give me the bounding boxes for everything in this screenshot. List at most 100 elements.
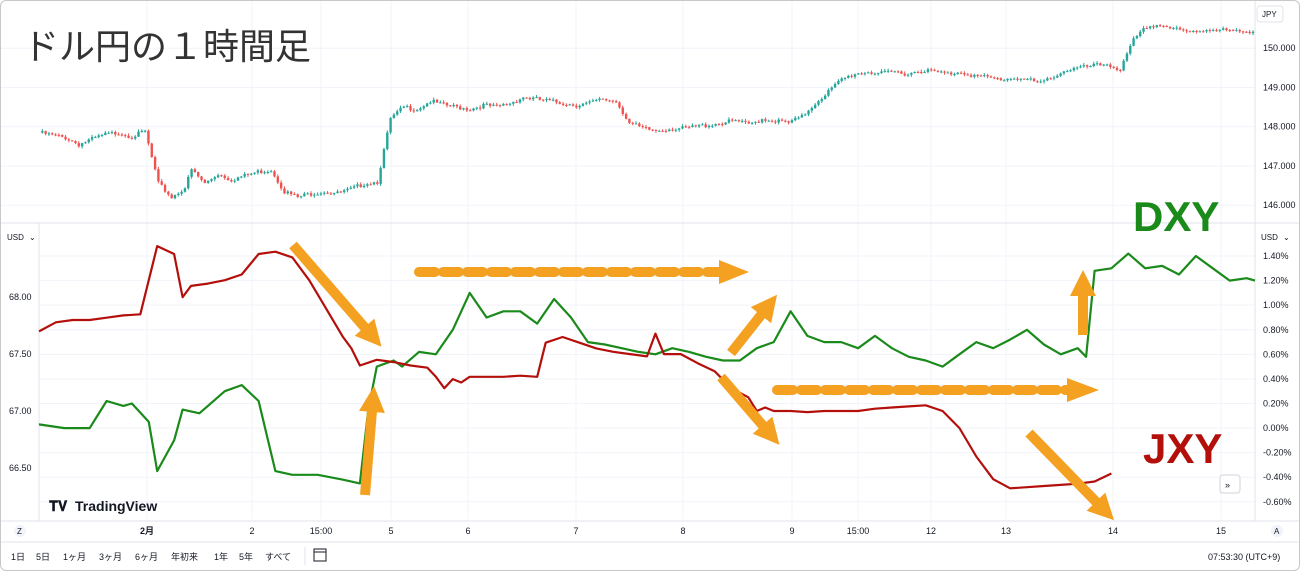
dxy-line (38, 252, 1256, 485)
candle-body (638, 123, 641, 127)
candle-body (382, 149, 386, 168)
candle-body (120, 134, 124, 136)
candle-body (575, 105, 578, 108)
candle-body (1112, 66, 1115, 68)
candle-body (780, 119, 784, 121)
range-button-0[interactable]: 1日 (11, 552, 25, 562)
dashed-arrow-2-head (1067, 378, 1099, 402)
candle-body (956, 72, 959, 75)
candle-body (47, 133, 51, 135)
range-button-6[interactable]: 1年 (214, 551, 228, 562)
candle-body (452, 104, 455, 107)
right-percent-label: 0.80% (1263, 325, 1289, 335)
candle-body (1032, 78, 1036, 82)
candle-body (1072, 67, 1076, 71)
candle-body (1016, 78, 1019, 80)
candle-body (260, 170, 263, 174)
candle-body (1095, 63, 1099, 65)
candle-body (104, 132, 107, 135)
candle-body (197, 172, 200, 177)
candle-body (933, 69, 936, 71)
candle-body (309, 193, 313, 196)
dxy-label: DXY (1133, 193, 1219, 240)
candle-body (541, 99, 545, 101)
right-currency-label[interactable]: USD (1261, 233, 1278, 242)
candle-body (87, 139, 90, 143)
candle-body (1085, 65, 1089, 67)
range-button-8[interactable]: すべて (265, 552, 291, 562)
timezone-button[interactable] (14, 525, 26, 537)
range-button-5[interactable]: 年初来 (171, 551, 198, 562)
candle-body (250, 173, 253, 175)
price-axis-left[interactable]: 68.00 67.50 67.00 66.50 (9, 292, 32, 473)
candle-body (512, 102, 515, 104)
candle-body (694, 125, 697, 127)
candle-body (823, 95, 827, 100)
candle-body (216, 175, 220, 178)
candle-body (797, 117, 800, 119)
candle-body (485, 103, 488, 105)
time-label: 13 (1001, 526, 1011, 536)
candle-body (187, 176, 190, 189)
tradingview-logo-icon: 𝐓𝐕 (49, 498, 68, 514)
time-axis[interactable]: 2月 2 15:00 5 6 7 8 9 15:00 12 13 14 15 (140, 526, 1226, 536)
left-currency-chevron-icon[interactable]: ⌄ (29, 233, 36, 242)
price-axis-right[interactable]: 1.40% 1.20% 1.00% 0.80% 0.60% 0.40% 0.20% 0.00%… (1263, 251, 1292, 507)
candle-body (1049, 78, 1052, 80)
candle-body (1152, 26, 1155, 28)
candle-body (999, 78, 1003, 81)
candle-body (435, 99, 439, 103)
candle-body (286, 191, 289, 194)
candle-body (880, 71, 883, 74)
candle-body (51, 133, 54, 135)
right-percent-label: -0.40% (1263, 472, 1292, 482)
range-button-1[interactable]: 5日 (36, 552, 50, 562)
candle-body (472, 108, 475, 111)
candle-body (714, 124, 717, 126)
candle-body (591, 100, 595, 102)
range-button-7[interactable]: 5年 (239, 551, 253, 562)
right-percent-label: 0.00% (1263, 423, 1289, 433)
price-axis-top[interactable]: 150.000 149.000 148.000 147.000 146.000 (1263, 43, 1296, 210)
candle-body (671, 129, 674, 131)
candle-body (488, 103, 492, 106)
candle-body (439, 102, 442, 104)
candle-body (432, 99, 435, 103)
left-price-label: 67.50 (9, 349, 32, 359)
range-button-4[interactable]: 6ヶ月 (135, 552, 158, 562)
date-range-button[interactable] (313, 548, 327, 562)
candle-body (979, 75, 983, 77)
candle-body (863, 73, 867, 75)
arrow-jxy-down-3 (1025, 429, 1115, 521)
jpy-currency-button[interactable] (1256, 5, 1284, 23)
candle-body (1092, 63, 1095, 67)
clock-display[interactable]: 07:53:30 (UTC+9) (1208, 552, 1280, 562)
candle-body (61, 135, 64, 137)
candle-body (1139, 31, 1142, 37)
candle-body (299, 196, 303, 198)
dashed-arrow-1-head (719, 260, 749, 284)
range-button-3[interactable]: 3ヶ月 (99, 552, 122, 562)
candle-body (624, 113, 628, 119)
tradingview-watermark[interactable]: 𝐓𝐕 TradingView (49, 498, 157, 514)
auto-scale-button[interactable] (1271, 525, 1283, 537)
candle-body (953, 74, 956, 76)
top-price-label: 147.000 (1263, 161, 1296, 171)
candle-body (920, 72, 923, 74)
candle-body (1052, 77, 1056, 79)
candle-body (707, 125, 711, 128)
time-label: 9 (789, 526, 794, 536)
candle-body (827, 89, 830, 96)
right-percent-label: 0.40% (1263, 374, 1289, 384)
candle-body (1228, 30, 1231, 32)
range-button-2[interactable]: 1ヶ月 (63, 552, 86, 562)
candle-body (1211, 30, 1215, 32)
right-currency-chevron-icon[interactable]: ⌄ (1283, 233, 1290, 242)
candle-body (110, 132, 114, 134)
scroll-to-realtime-button[interactable] (1219, 474, 1241, 494)
candle-body (604, 99, 608, 101)
candle-body (1145, 28, 1149, 30)
left-currency-label[interactable]: USD (7, 233, 24, 242)
candle-body (263, 172, 266, 174)
